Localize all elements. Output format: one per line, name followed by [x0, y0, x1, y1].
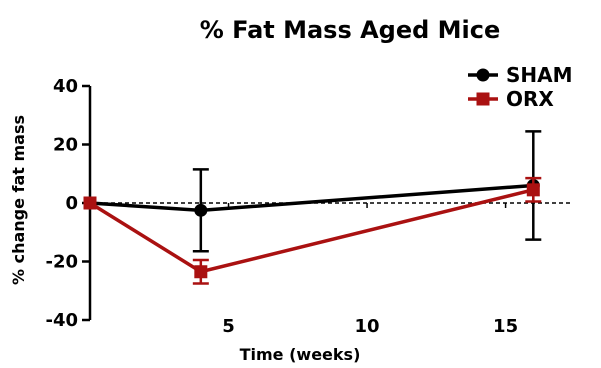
x-axis-label: Time (weeks) [240, 345, 361, 364]
orx-point [194, 265, 208, 279]
legend-orx-label: ORX [506, 87, 554, 111]
y-tick-label: 40 [53, 76, 78, 97]
x-tick-label: 5 [222, 316, 235, 337]
legend-sham-marker [476, 68, 490, 82]
orx-point [83, 196, 97, 210]
y-axis-label: % change fat mass [9, 115, 28, 285]
y-tick-label: -40 [45, 310, 78, 331]
x-axis-ticks: 5 10 15 [222, 203, 518, 337]
y-tick-label: 0 [65, 193, 78, 214]
sham-point [194, 203, 208, 217]
x-tick-label: 15 [493, 316, 518, 337]
legend-orx-marker [476, 92, 490, 106]
x-tick-label: 10 [355, 316, 380, 337]
orx-point [526, 183, 540, 197]
plot-area [83, 130, 542, 285]
y-tick-label: 20 [53, 135, 78, 156]
y-axis-ticks: 40 20 0 -20 -40 [45, 76, 90, 331]
axes [88, 86, 571, 320]
y-tick-label: -20 [45, 252, 78, 273]
legend-sham-label: SHAM [506, 63, 573, 87]
chart-title: % Fat Mass Aged Mice [200, 16, 501, 44]
